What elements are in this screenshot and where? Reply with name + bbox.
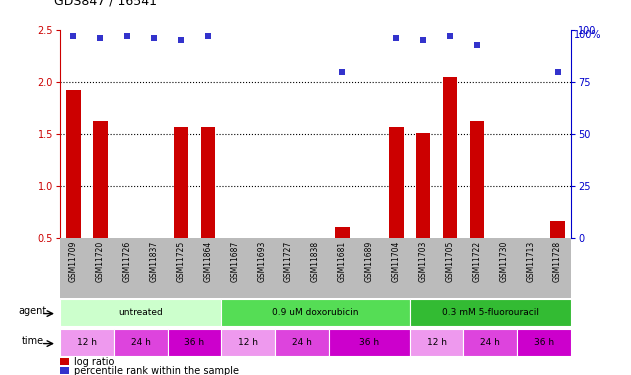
Text: 36 h: 36 h bbox=[359, 338, 379, 346]
Text: 12 h: 12 h bbox=[239, 338, 258, 346]
Text: GSM11705: GSM11705 bbox=[445, 241, 454, 282]
Bar bbox=[329, 328, 410, 356]
Text: GDS847 / 16541: GDS847 / 16541 bbox=[54, 0, 156, 8]
Text: agent: agent bbox=[19, 306, 47, 316]
Text: GSM11709: GSM11709 bbox=[69, 241, 78, 282]
Bar bbox=[174, 127, 189, 238]
Bar bbox=[66, 90, 81, 238]
Text: GSM11681: GSM11681 bbox=[338, 241, 347, 282]
Text: 0.3 mM 5-fluorouracil: 0.3 mM 5-fluorouracil bbox=[442, 308, 539, 316]
Bar bbox=[60, 328, 114, 356]
Bar bbox=[168, 328, 221, 356]
Text: time: time bbox=[22, 336, 44, 346]
Text: GSM11837: GSM11837 bbox=[150, 241, 158, 282]
Bar bbox=[389, 127, 404, 238]
Bar bbox=[410, 298, 571, 326]
Bar bbox=[416, 133, 430, 238]
Text: GSM11687: GSM11687 bbox=[230, 241, 239, 282]
Text: GSM11725: GSM11725 bbox=[177, 241, 186, 282]
Bar bbox=[517, 328, 571, 356]
Text: GSM11838: GSM11838 bbox=[311, 241, 320, 282]
Text: untreated: untreated bbox=[118, 308, 163, 316]
Bar bbox=[60, 298, 221, 326]
Text: 24 h: 24 h bbox=[131, 338, 151, 346]
Bar bbox=[221, 328, 275, 356]
Bar bbox=[335, 226, 350, 238]
Text: GSM11726: GSM11726 bbox=[122, 241, 132, 282]
Bar bbox=[114, 328, 168, 356]
Text: 0.9 uM doxorubicin: 0.9 uM doxorubicin bbox=[272, 308, 359, 316]
Text: GSM11704: GSM11704 bbox=[392, 241, 401, 282]
Text: 100%: 100% bbox=[574, 30, 602, 40]
Bar bbox=[275, 328, 329, 356]
Bar bbox=[550, 222, 565, 238]
Text: GSM11864: GSM11864 bbox=[203, 241, 213, 282]
Bar bbox=[442, 77, 457, 238]
Text: log ratio: log ratio bbox=[74, 357, 115, 367]
Bar bbox=[93, 120, 108, 238]
Bar bbox=[201, 127, 215, 238]
Text: 12 h: 12 h bbox=[77, 338, 97, 346]
Text: GSM11713: GSM11713 bbox=[526, 241, 535, 282]
Bar bbox=[463, 328, 517, 356]
Text: GSM11720: GSM11720 bbox=[96, 241, 105, 282]
Text: GSM11727: GSM11727 bbox=[284, 241, 293, 282]
Text: GSM11693: GSM11693 bbox=[257, 241, 266, 282]
Bar bbox=[60, 358, 69, 365]
Text: GSM11703: GSM11703 bbox=[418, 241, 428, 282]
Text: 36 h: 36 h bbox=[534, 338, 554, 346]
Text: 24 h: 24 h bbox=[480, 338, 500, 346]
Text: 36 h: 36 h bbox=[184, 338, 204, 346]
Bar bbox=[469, 120, 485, 238]
Text: GSM11728: GSM11728 bbox=[553, 241, 562, 282]
Text: 12 h: 12 h bbox=[427, 338, 447, 346]
Text: GSM11689: GSM11689 bbox=[365, 241, 374, 282]
Bar bbox=[60, 367, 69, 374]
Text: GSM11722: GSM11722 bbox=[473, 241, 481, 282]
Text: GSM11730: GSM11730 bbox=[499, 241, 509, 282]
Text: 24 h: 24 h bbox=[292, 338, 312, 346]
Text: percentile rank within the sample: percentile rank within the sample bbox=[74, 366, 239, 375]
Bar bbox=[410, 328, 463, 356]
Bar bbox=[221, 298, 410, 326]
